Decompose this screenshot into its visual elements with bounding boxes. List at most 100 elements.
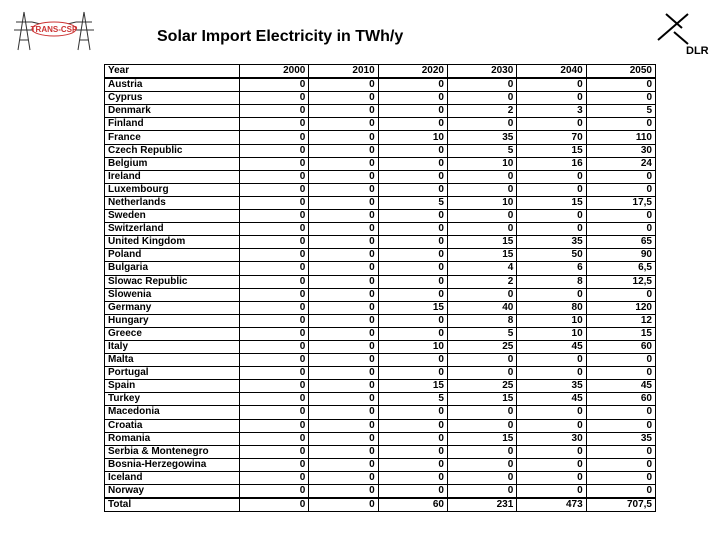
- cell: 0: [585, 91, 657, 106]
- cell: 0: [308, 313, 379, 328]
- cell: 17,5: [585, 195, 657, 211]
- row-label: Belgium: [104, 156, 240, 171]
- cell: 0: [516, 470, 587, 486]
- cell: 5: [377, 392, 448, 407]
- table-row: France 0 0 10 35 70 110: [104, 130, 657, 145]
- column-header: 2040: [516, 64, 587, 80]
- cell: 0: [238, 326, 310, 341]
- cell: 0: [308, 274, 379, 289]
- cell: 0: [238, 91, 310, 106]
- cell: 0: [516, 91, 587, 106]
- table-row: Luxembourg 0 0 0 0 0 0: [104, 182, 657, 197]
- cell: 0: [377, 143, 448, 158]
- cell: 0: [238, 104, 310, 119]
- table-row: Hungary 0 0 0 8 10 12: [104, 313, 657, 328]
- row-label: Austria: [104, 77, 240, 93]
- cell: 0: [446, 444, 518, 459]
- row-label: Sweden: [104, 209, 240, 224]
- row-label: Bulgaria: [104, 261, 240, 276]
- cell: 0: [308, 222, 379, 237]
- cell: 0: [238, 209, 310, 224]
- table-row: United Kingdom 0 0 0 15 35 65: [104, 235, 657, 250]
- cell: 0: [516, 222, 587, 237]
- row-label: Romania: [104, 431, 240, 446]
- cell: 0: [308, 431, 379, 446]
- row-label: Norway: [104, 484, 240, 499]
- row-label: Bosnia-Herzegowina: [104, 457, 240, 472]
- cell: 0: [377, 222, 448, 237]
- cell: 0: [308, 117, 379, 132]
- row-label: Greece: [104, 326, 240, 341]
- cell: 35: [446, 130, 518, 145]
- row-label: Czech Republic: [104, 143, 240, 158]
- column-header: 2000: [238, 64, 310, 80]
- cell: 0: [377, 235, 448, 250]
- cell: 0: [377, 484, 448, 499]
- cell: 70: [516, 130, 587, 145]
- cell: 0: [516, 444, 587, 459]
- cell: 0: [238, 444, 310, 459]
- row-label: Switzerland: [104, 222, 240, 237]
- cell: 0: [377, 457, 448, 472]
- cell: 0: [446, 484, 518, 499]
- cell: 0: [308, 484, 379, 499]
- cell: 0: [308, 195, 379, 211]
- cell: 0: [446, 222, 518, 237]
- cell: 0: [238, 130, 310, 145]
- cell: 0: [308, 392, 379, 407]
- cell: 0: [308, 405, 379, 420]
- table-row: Croatia 0 0 0 0 0 0: [104, 418, 657, 433]
- cell: 0: [308, 497, 379, 513]
- row-label: Spain: [104, 379, 240, 394]
- cell: 0: [308, 470, 379, 486]
- cell: 0: [446, 366, 518, 381]
- table-row: Belgium 0 0 0 10 16 24: [104, 156, 657, 171]
- cell: 0: [446, 169, 518, 184]
- dlr-logo: DLR: [657, 13, 709, 57]
- row-label: Croatia: [104, 418, 240, 433]
- cell: 120: [585, 300, 657, 315]
- cell: 4: [446, 261, 518, 276]
- cell: 0: [308, 353, 379, 368]
- cell: 707,5: [585, 497, 657, 513]
- cell: 0: [377, 104, 448, 119]
- cell: 12: [585, 313, 657, 328]
- cell: 0: [308, 182, 379, 197]
- trans-csp-logo: TRANS-CSP: [14, 11, 94, 51]
- cell: 16: [516, 156, 587, 171]
- row-label: Malta: [104, 353, 240, 368]
- cell: 15: [377, 300, 448, 315]
- cell: 0: [377, 470, 448, 486]
- cell: 0: [308, 91, 379, 106]
- table-row: Poland 0 0 0 15 50 90: [104, 248, 657, 263]
- table-row: Switzerland 0 0 0 0 0 0: [104, 222, 657, 237]
- cell: 15: [446, 431, 518, 446]
- cell: 0: [446, 470, 518, 486]
- row-label: Serbia & Montenegro: [104, 444, 240, 459]
- cell: 0: [238, 300, 310, 315]
- cell: 65: [585, 235, 657, 250]
- row-label: Hungary: [104, 313, 240, 328]
- cell: 15: [446, 235, 518, 250]
- table-row: Greece 0 0 0 5 10 15: [104, 326, 657, 341]
- cell: 110: [585, 130, 657, 145]
- logo-text: TRANS-CSP: [31, 25, 78, 34]
- cell: 0: [516, 405, 587, 420]
- row-label: Germany: [104, 300, 240, 315]
- cell: 0: [308, 326, 379, 341]
- cell: 0: [446, 405, 518, 420]
- cell: 0: [446, 117, 518, 132]
- cell: 231: [446, 497, 518, 513]
- cell: 8: [516, 274, 587, 289]
- cell: 0: [516, 77, 587, 93]
- cell: 473: [516, 497, 587, 513]
- cell: 3: [516, 104, 587, 119]
- row-label: France: [104, 130, 240, 145]
- cell: 24: [585, 156, 657, 171]
- cell: 0: [308, 235, 379, 250]
- cell: 0: [585, 182, 657, 197]
- cell: 0: [308, 379, 379, 394]
- cell: 10: [446, 195, 518, 211]
- row-label: Finland: [104, 117, 240, 132]
- table-row: Ireland 0 0 0 0 0 0: [104, 169, 657, 184]
